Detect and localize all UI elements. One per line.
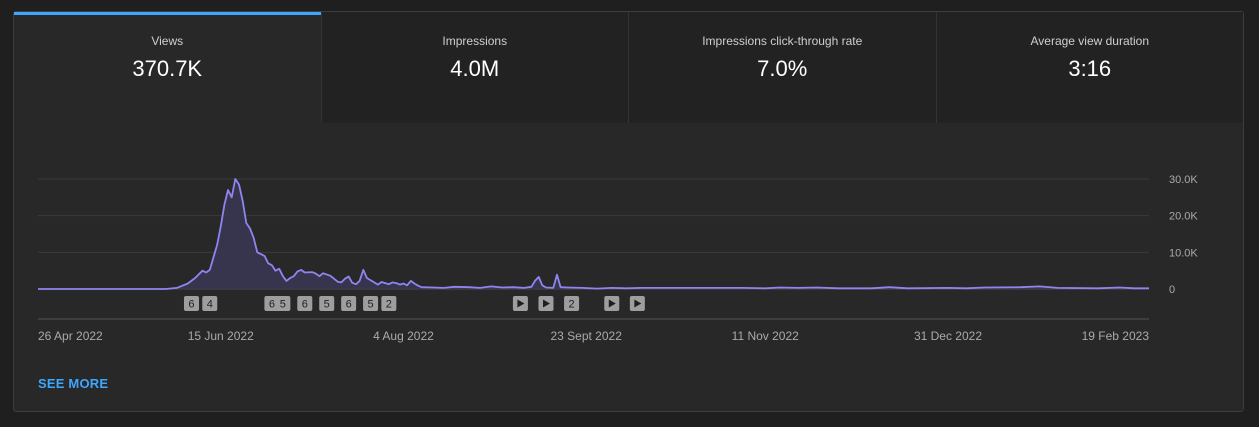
marker-box: [341, 296, 357, 311]
annotation-marker[interactable]: 2: [381, 296, 397, 311]
metric-label: Average view duration: [1030, 34, 1150, 48]
annotation-marker[interactable]: 2: [564, 296, 580, 311]
tab-views[interactable]: Views 370.7K: [14, 12, 322, 123]
annotation-marker[interactable]: 6: [297, 296, 313, 311]
marker-count: 6: [302, 299, 308, 311]
marker-box: [275, 296, 291, 311]
marker-count: 2: [386, 299, 392, 311]
marker-count: 2: [569, 299, 575, 311]
y-tick-label: 20.0K: [1169, 211, 1198, 223]
y-tick-label: 0: [1169, 284, 1175, 296]
x-tick-label: 26 Apr 2022: [38, 329, 103, 343]
play-icon: [542, 299, 550, 308]
metric-value: 370.7K: [132, 56, 203, 81]
metric-label: Views: [151, 34, 184, 48]
metric-label: Impressions: [442, 34, 508, 48]
metric-value: 3:16: [1068, 56, 1112, 81]
marker-box: [564, 296, 580, 311]
marker-box: [202, 296, 218, 311]
video-marker[interactable]: [629, 296, 645, 311]
video-marker[interactable]: [538, 296, 554, 311]
metric-value: 7.0%: [757, 56, 808, 81]
x-tick-label: 19 Feb 2023: [1082, 329, 1150, 343]
marker-count: 6: [346, 299, 352, 311]
marker-count: 6: [269, 299, 275, 311]
video-marker[interactable]: [604, 296, 620, 311]
x-tick-label: 31 Dec 2022: [914, 329, 982, 343]
tab-average-view-duration[interactable]: Average view duration 3:16: [936, 12, 1243, 123]
metric-value: 4.0M: [450, 56, 500, 81]
metric-label: Impressions click-through rate: [702, 34, 863, 48]
annotation-marker[interactable]: 4: [202, 296, 218, 311]
annotation-marker[interactable]: 6: [341, 296, 357, 311]
marker-count: 5: [324, 299, 330, 311]
marker-count: 4: [207, 299, 213, 311]
play-icon: [517, 299, 525, 308]
marker-box: [319, 296, 335, 311]
views-line-chart: 0 10.0K 20.0K 30.0K 26 Apr 2022 15 Jun 2022 4 …: [38, 174, 1198, 343]
marker-box: [381, 296, 397, 311]
tab-ctr[interactable]: Impressions click-through rate 7.0%: [629, 12, 937, 123]
marker-count: 6: [188, 299, 194, 311]
x-tick-label: 23 Sept 2022: [550, 329, 622, 343]
y-tick-label: 10.0K: [1169, 247, 1198, 259]
annotation-marker[interactable]: 5: [363, 296, 379, 311]
analytics-card: Views 370.7K Impressions 4.0M Impression…: [13, 11, 1244, 412]
metric-tabs: Views 370.7K Impressions 4.0M Impression…: [14, 12, 1243, 123]
play-icon: [608, 299, 616, 308]
x-tick-label: 15 Jun 2022: [188, 329, 254, 343]
video-marker[interactable]: [512, 296, 528, 311]
y-tick-label: 30.0K: [1169, 174, 1198, 186]
marker-count: 5: [280, 299, 286, 311]
x-tick-label: 11 Nov 2022: [732, 329, 799, 343]
marker-box: [183, 296, 199, 311]
tab-impressions[interactable]: Impressions 4.0M: [321, 12, 629, 123]
marker-count: 5: [368, 299, 374, 311]
marker-box: [363, 296, 379, 311]
annotation-marker[interactable]: 5: [319, 296, 335, 311]
annotation-marker[interactable]: 6: [183, 296, 199, 311]
series-line: [38, 178, 1149, 290]
see-more-link[interactable]: SEE MORE: [38, 376, 109, 391]
x-tick-label: 4 Aug 2022: [373, 329, 434, 343]
annotation-marker[interactable]: 5: [275, 296, 291, 311]
marker-box: [297, 296, 313, 311]
play-icon: [634, 299, 642, 308]
